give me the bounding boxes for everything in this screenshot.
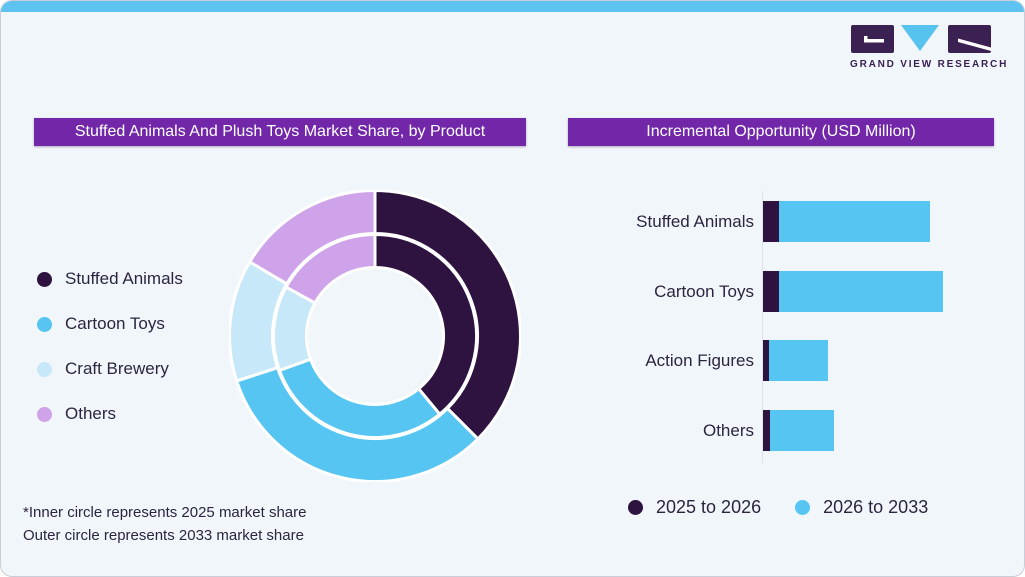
- legend-label: 2026 to 2033: [823, 497, 929, 517]
- logo-caption: GRAND VIEW RESEARCH: [850, 59, 1009, 70]
- bar-segment-2025-2026: [763, 410, 770, 451]
- bar-segment-2026-2033: [779, 271, 943, 312]
- legend-item-2025-to-2026: 2025 to 2026: [628, 497, 761, 518]
- legend-item-cartoon-toys: Cartoon Toys: [37, 314, 183, 334]
- bar-row: Stuffed Animals: [568, 201, 930, 242]
- legend-label: Others: [65, 404, 117, 423]
- bar-chart-legend: 2025 to 2026 2026 to 2033: [628, 497, 928, 518]
- left-chart-title: Stuffed Animals And Plush Toys Market Sh…: [34, 118, 526, 146]
- bar-row: Action Figures: [568, 340, 828, 381]
- donut-segment: [234, 365, 481, 483]
- bar-category-label: Stuffed Animals: [636, 212, 754, 231]
- bar-row: Cartoon Toys: [568, 271, 943, 312]
- donut-chart: [228, 188, 522, 483]
- bar-track: [763, 271, 943, 312]
- bar-segment-2026-2033: [769, 340, 828, 381]
- donut-segment: [373, 188, 522, 442]
- legend-item-others: Others: [37, 404, 183, 424]
- legend-item-craft-brewery: Craft Brewery: [37, 359, 183, 379]
- legend-label: Craft Brewery: [65, 359, 169, 378]
- bar-segment-2026-2033: [779, 201, 930, 242]
- bar-category-label: Action Figures: [645, 351, 754, 370]
- legend-item-stuffed-animals: Stuffed Animals: [37, 269, 183, 289]
- bar-category-label: Others: [702, 421, 754, 440]
- donut-segment: [247, 188, 377, 286]
- legend-label: Stuffed Animals: [65, 269, 183, 288]
- top-accent-strip: [1, 1, 1024, 12]
- donut-legend: Stuffed Animals Cartoon Toys Craft Brewe…: [37, 269, 183, 424]
- legend-dot-icon: [37, 316, 52, 332]
- bar-track: [763, 201, 930, 242]
- bar-track: [763, 410, 834, 451]
- footnote-line-2: Outer circle represents 2033 market shar…: [23, 527, 304, 544]
- legend-label: 2025 to 2026: [656, 497, 762, 517]
- bar-row: Others: [568, 410, 834, 451]
- legend-dot-icon: [795, 500, 811, 515]
- legend-dot-icon: [628, 500, 643, 515]
- bar-track: [763, 340, 828, 381]
- donut-chart-area: [228, 188, 522, 487]
- donut-footnote: *Inner circle represents 2025 market sha…: [23, 501, 306, 547]
- bar-chart-axis-line: [762, 191, 763, 463]
- bar-segment-2025-2026: [763, 340, 769, 381]
- gvr-logo-icon: [851, 25, 991, 53]
- legend-dot-icon: [37, 361, 52, 377]
- legend-item-2026-to-2033: 2026 to 2033: [795, 497, 928, 518]
- bar-segment-2025-2026: [763, 271, 779, 312]
- right-chart-title: Incremental Opportunity (USD Million): [568, 118, 994, 146]
- legend-dot-icon: [37, 271, 52, 287]
- legend-dot-icon: [37, 406, 52, 422]
- bar-category-label: Cartoon Toys: [654, 282, 754, 301]
- grand-view-research-logo: GRAND VIEW RESEARCH: [850, 25, 1009, 70]
- legend-label: Cartoon Toys: [65, 314, 165, 333]
- bar-segment-2026-2033: [770, 410, 834, 451]
- bar-segment-2025-2026: [763, 201, 779, 242]
- footnote-line-1: *Inner circle represents 2025 market sha…: [23, 504, 307, 521]
